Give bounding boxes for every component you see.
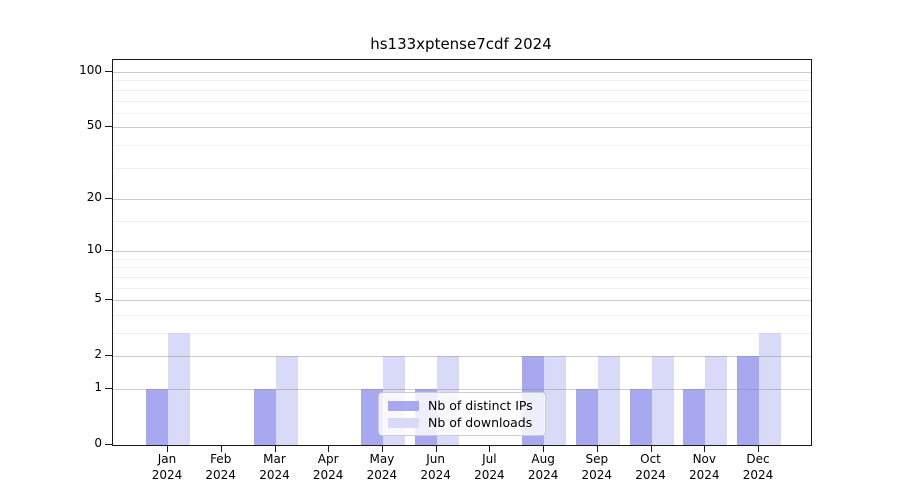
y-tick-mark xyxy=(105,71,112,72)
y-tick-mark xyxy=(105,388,112,389)
x-tick-year: 2024 xyxy=(474,468,505,482)
y-tick-label: 0 xyxy=(94,436,102,450)
major-gridline xyxy=(113,72,811,73)
y-tick-mark xyxy=(105,250,112,252)
x-tick-label-oct: Oct 2024 xyxy=(619,451,683,483)
y-tick-label: 2 xyxy=(94,347,102,362)
bar-downloads-aug xyxy=(544,356,567,445)
minor-gridline xyxy=(113,267,811,269)
chart-title: hs133xptense7cdf 2024 xyxy=(370,35,552,53)
y-tick-mark xyxy=(105,197,112,199)
minor-gridline xyxy=(113,220,811,222)
plot-area xyxy=(112,59,812,446)
bar-distinct-ips-jan xyxy=(146,389,168,445)
y-tick-label: 100 xyxy=(79,63,102,77)
y-tick-label: 1 xyxy=(94,380,102,394)
x-tick-mark xyxy=(435,445,437,452)
x-tick-mark xyxy=(381,445,383,452)
y-tick-label: 20 xyxy=(86,189,102,204)
bar-downloads-mar xyxy=(275,356,298,445)
bar-downloads-dec xyxy=(759,333,781,445)
x-tick-year: 2024 xyxy=(689,468,720,482)
y-tick-mark xyxy=(105,444,112,445)
y-tick-mark xyxy=(105,126,112,128)
legend-swatch-downloads xyxy=(388,417,419,428)
minor-gridline xyxy=(113,89,811,91)
legend-row-downloads: Nb of downloads xyxy=(388,415,536,430)
x-tick-mark xyxy=(220,445,222,452)
x-tick-year: 2024 xyxy=(527,468,559,482)
y-tick-label: 5 xyxy=(94,291,102,306)
y-tick-label: 10 xyxy=(86,242,102,257)
x-tick-year: 2024 xyxy=(312,468,344,482)
minor-gridline xyxy=(113,333,811,334)
legend-swatch-distinct-ips xyxy=(388,400,419,411)
x-tick-label-jun: Jun 2024 xyxy=(404,451,468,483)
x-tick-year: 2024 xyxy=(635,468,666,482)
x-tick-year: 2024 xyxy=(581,468,613,482)
major-gridline xyxy=(113,356,811,358)
x-tick-mark xyxy=(543,445,545,452)
x-tick-mark xyxy=(328,445,330,452)
x-tick-year: 2024 xyxy=(420,468,451,482)
bar-distinct-ips-sep xyxy=(575,389,598,445)
major-gridline xyxy=(113,127,811,129)
x-tick-year: 2024 xyxy=(366,468,398,482)
major-gridline xyxy=(113,389,811,390)
minor-gridline xyxy=(113,276,811,278)
minor-gridline xyxy=(113,112,811,114)
x-tick-label-aug: Aug 2024 xyxy=(511,451,575,483)
x-tick-label-dec: Dec 2024 xyxy=(726,451,790,483)
bar-distinct-ips-oct xyxy=(629,389,652,445)
bar-distinct-ips-dec xyxy=(737,356,759,445)
x-tick-label-jan: Jan 2024 xyxy=(135,451,199,483)
bar-downloads-oct xyxy=(651,356,674,445)
x-tick-mark xyxy=(758,445,759,452)
major-gridline xyxy=(113,198,811,200)
x-tick-label-sep: Sep 2024 xyxy=(565,451,629,483)
bar-downloads-sep xyxy=(597,356,620,445)
minor-gridline xyxy=(113,167,811,169)
y-tick-label: 50 xyxy=(86,118,102,133)
x-tick-label-apr: Apr 2024 xyxy=(296,451,360,483)
y-tick-mark xyxy=(105,299,112,301)
bar-distinct-ips-nov xyxy=(683,389,706,445)
x-tick-label-feb: Feb 2024 xyxy=(189,451,253,483)
y-tick-mark xyxy=(105,355,112,357)
minor-gridline xyxy=(113,258,811,260)
x-tick-year: 2024 xyxy=(205,468,236,482)
x-tick-year: 2024 xyxy=(151,468,183,482)
minor-gridline xyxy=(113,80,811,82)
major-gridline xyxy=(113,300,811,302)
x-tick-label-nov: Nov 2024 xyxy=(672,451,736,483)
x-tick-mark xyxy=(650,445,652,452)
x-tick-year: 2024 xyxy=(742,468,774,482)
bar-distinct-ips-may xyxy=(360,389,383,445)
x-tick-label-may: May 2024 xyxy=(350,451,414,483)
x-tick-mark xyxy=(167,445,168,452)
legend: Nb of distinct IPs Nb of downloads xyxy=(378,392,546,436)
bar-distinct-ips-mar xyxy=(253,389,276,445)
x-tick-mark xyxy=(596,445,598,452)
x-tick-label-mar: Mar 2024 xyxy=(243,451,307,483)
legend-label-distinct-ips: Nb of distinct IPs xyxy=(428,398,533,413)
minor-gridline xyxy=(113,100,811,102)
x-tick-label-jul: Jul 2024 xyxy=(457,451,521,483)
x-tick-mark xyxy=(274,445,276,452)
legend-row-distinct-ips: Nb of distinct IPs xyxy=(388,398,536,413)
x-tick-year: 2024 xyxy=(259,468,290,482)
minor-gridline xyxy=(113,144,811,146)
bar-downloads-jan xyxy=(168,333,190,445)
x-tick-mark xyxy=(489,445,491,452)
minor-gridline xyxy=(113,314,811,316)
major-gridline xyxy=(113,251,811,253)
bar-downloads-nov xyxy=(705,356,728,445)
x-tick-mark xyxy=(704,445,706,452)
minor-gridline xyxy=(113,287,811,289)
legend-label-downloads: Nb of downloads xyxy=(428,415,533,430)
